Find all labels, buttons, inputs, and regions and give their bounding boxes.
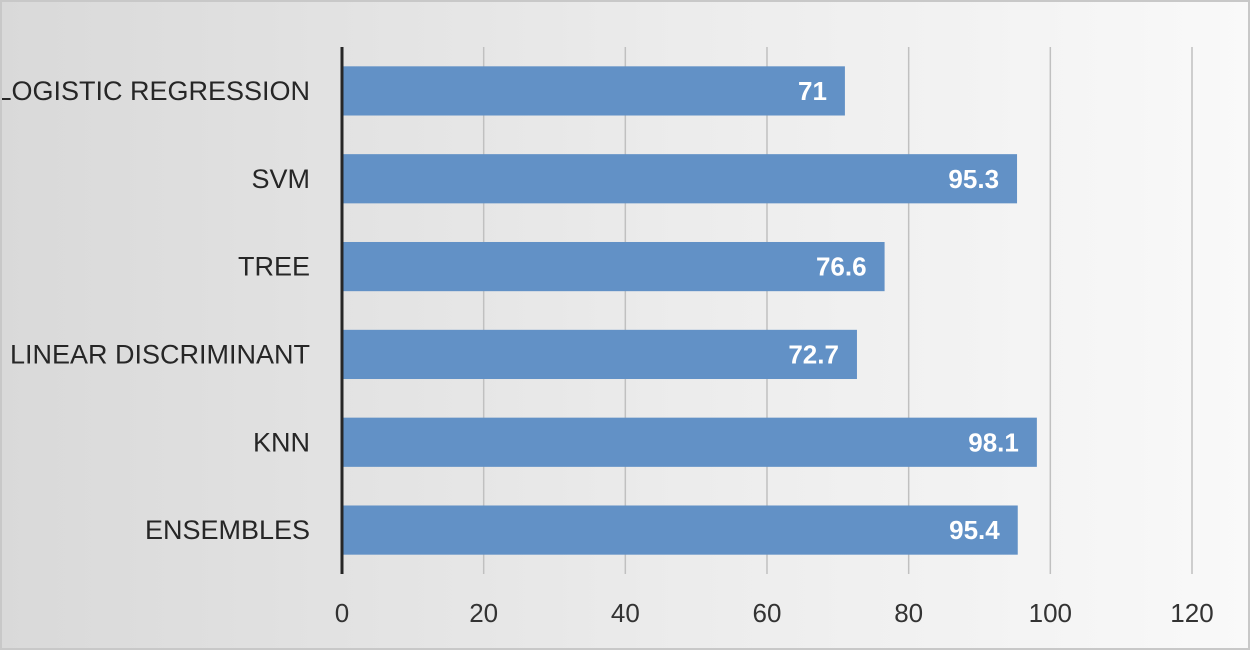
data-label: 98.1 [968,427,1019,457]
category-label: TREE [238,252,310,282]
bar [342,329,857,380]
category-label: LINEAR DISCRIMINANT [10,339,310,369]
x-tick-label: 100 [1029,598,1072,628]
data-label: 95.4 [949,515,1000,545]
category-label: KNN [253,427,310,457]
data-label: 71 [798,76,827,106]
bar [342,417,1037,467]
x-tick-label: 0 [335,598,349,628]
bar [342,241,885,292]
data-label: 95.3 [948,164,999,194]
x-tick-label: 120 [1170,598,1213,628]
category-label: LOGISTIC REGRESSION [2,76,310,106]
bar [342,505,1018,555]
data-label: 76.6 [816,252,867,282]
bar [342,66,845,116]
gridlines [482,47,1193,574]
x-tick-label: 60 [753,598,782,628]
x-tick-label: 20 [469,598,498,628]
category-label: SVM [251,164,310,194]
bars [342,66,1037,555]
data-label: 72.7 [788,339,839,369]
x-tick-label: 40 [611,598,640,628]
category-label: ENSEMBLES [145,515,310,545]
x-tick-label: 80 [894,598,923,628]
bar [342,154,1018,204]
labels: 0 20 40 60 80 100 120 LOGISTIC REGRESSION 71 SVM 9… [2,76,1214,628]
